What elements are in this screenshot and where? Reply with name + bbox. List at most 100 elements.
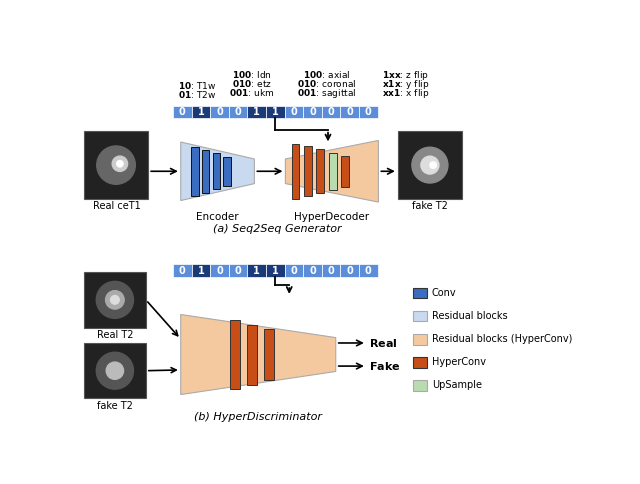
- Text: $\mathbf{x1x}$: y flip: $\mathbf{x1x}$: y flip: [382, 78, 429, 91]
- Circle shape: [106, 362, 124, 379]
- Text: $\mathbf{1xx}$: z flip: $\mathbf{1xx}$: z flip: [382, 69, 429, 82]
- Circle shape: [96, 352, 134, 389]
- Bar: [397, 131, 462, 199]
- Bar: [191, 106, 210, 118]
- Bar: [413, 380, 428, 391]
- Text: (b) HyperDiscriminator: (b) HyperDiscriminator: [195, 412, 323, 422]
- Text: $\mathbf{100}$: axial: $\mathbf{100}$: axial: [303, 69, 350, 80]
- Text: 1: 1: [272, 107, 278, 117]
- Text: 1: 1: [253, 266, 260, 275]
- Bar: [359, 106, 378, 118]
- Text: $\mathbf{100}$: ldn: $\mathbf{100}$: ldn: [232, 69, 272, 80]
- Text: 0: 0: [216, 107, 223, 117]
- Text: Real ceT1: Real ceT1: [93, 201, 140, 212]
- Text: HyperConv: HyperConv: [432, 357, 486, 367]
- Text: 0: 0: [365, 107, 372, 117]
- Text: 0: 0: [291, 266, 297, 275]
- Bar: [84, 131, 148, 199]
- Bar: [84, 272, 146, 328]
- Bar: [322, 106, 340, 118]
- Bar: [285, 264, 303, 277]
- Bar: [191, 264, 210, 277]
- Text: 1: 1: [253, 107, 260, 117]
- Bar: [173, 106, 191, 118]
- Text: fake T2: fake T2: [97, 401, 133, 411]
- Polygon shape: [180, 315, 336, 394]
- Bar: [285, 106, 303, 118]
- Bar: [202, 150, 209, 193]
- Bar: [303, 106, 322, 118]
- Text: $\mathbf{xx1}$: x flip: $\mathbf{xx1}$: x flip: [382, 87, 429, 100]
- Text: $\mathbf{Fake}$: $\mathbf{Fake}$: [369, 360, 401, 372]
- Text: 0: 0: [235, 107, 241, 117]
- Text: $\mathbf{01}$: T2w: $\mathbf{01}$: T2w: [179, 89, 217, 100]
- Text: 0: 0: [328, 266, 335, 275]
- Circle shape: [97, 146, 135, 184]
- Text: 0: 0: [346, 266, 353, 275]
- Polygon shape: [180, 142, 254, 200]
- Bar: [413, 311, 428, 321]
- Bar: [292, 144, 300, 199]
- Text: (a) Seq2Seq Generator: (a) Seq2Seq Generator: [213, 224, 342, 234]
- Bar: [229, 106, 248, 118]
- Text: $\mathbf{010}$: coronal: $\mathbf{010}$: coronal: [297, 78, 356, 89]
- Bar: [359, 264, 378, 277]
- Text: 0: 0: [309, 107, 316, 117]
- Circle shape: [116, 161, 123, 167]
- Bar: [223, 157, 231, 186]
- Bar: [413, 287, 428, 298]
- Text: 0: 0: [179, 107, 186, 117]
- Bar: [266, 264, 285, 277]
- Text: $\mathbf{10}$: T1w: $\mathbf{10}$: T1w: [179, 80, 217, 91]
- Bar: [329, 153, 337, 190]
- Bar: [303, 264, 322, 277]
- Text: 1: 1: [272, 266, 278, 275]
- Text: 1: 1: [198, 107, 204, 117]
- Text: $\mathbf{Real}$: $\mathbf{Real}$: [369, 337, 397, 349]
- Text: $\mathbf{010}$: etz: $\mathbf{010}$: etz: [232, 78, 272, 89]
- Text: 0: 0: [309, 266, 316, 275]
- Bar: [341, 156, 349, 187]
- Text: 0: 0: [179, 266, 186, 275]
- Bar: [248, 324, 257, 385]
- Text: 0: 0: [346, 107, 353, 117]
- Bar: [266, 106, 285, 118]
- Text: Real T2: Real T2: [97, 330, 133, 340]
- Text: UpSample: UpSample: [432, 380, 482, 390]
- Text: Encoder: Encoder: [196, 212, 239, 222]
- Bar: [173, 264, 191, 277]
- Text: Conv: Conv: [432, 288, 456, 298]
- Circle shape: [421, 156, 439, 174]
- Bar: [248, 264, 266, 277]
- Bar: [84, 343, 146, 398]
- Text: 0: 0: [291, 107, 297, 117]
- Bar: [229, 264, 248, 277]
- Polygon shape: [285, 140, 378, 202]
- Bar: [413, 357, 428, 368]
- Bar: [413, 334, 428, 345]
- Circle shape: [412, 147, 448, 183]
- Bar: [316, 149, 324, 193]
- Text: 0: 0: [328, 107, 335, 117]
- Bar: [304, 146, 312, 196]
- Bar: [210, 264, 229, 277]
- Text: HyperDecoder: HyperDecoder: [294, 212, 369, 222]
- Text: Residual blocks: Residual blocks: [432, 311, 508, 321]
- Text: Residual blocks (HyperConv): Residual blocks (HyperConv): [432, 334, 572, 344]
- Bar: [212, 153, 220, 189]
- Bar: [340, 106, 359, 118]
- Bar: [191, 147, 198, 196]
- Bar: [210, 106, 229, 118]
- Text: 0: 0: [235, 266, 241, 275]
- Circle shape: [112, 156, 127, 171]
- Text: 0: 0: [365, 266, 372, 275]
- Circle shape: [430, 162, 436, 168]
- Bar: [322, 264, 340, 277]
- Text: 0: 0: [216, 266, 223, 275]
- Bar: [340, 264, 359, 277]
- Text: fake T2: fake T2: [412, 201, 448, 212]
- Text: $\mathbf{001}$: sagittal: $\mathbf{001}$: sagittal: [297, 87, 356, 100]
- Bar: [248, 106, 266, 118]
- Text: 1: 1: [198, 266, 204, 275]
- Circle shape: [106, 290, 124, 309]
